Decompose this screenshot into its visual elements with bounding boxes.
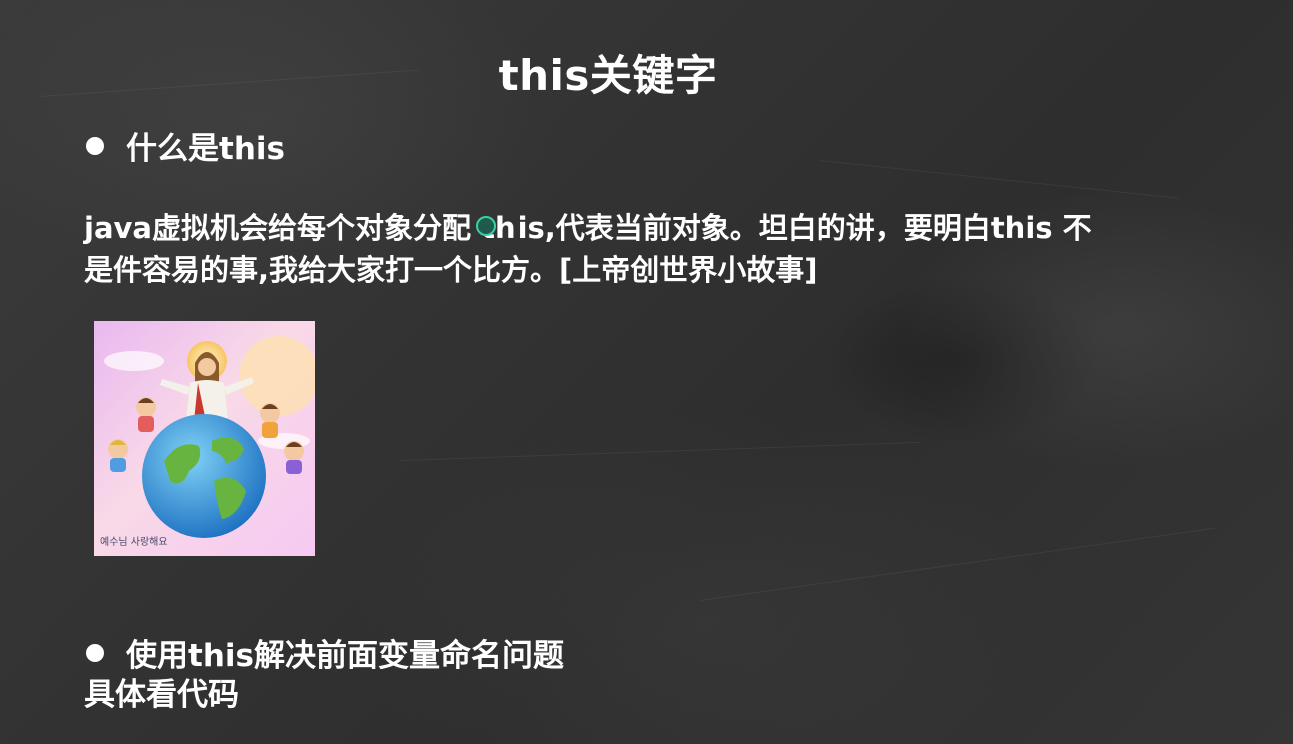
bullet-what-is-this: 什么是this bbox=[86, 123, 285, 168]
cursor-icon bbox=[475, 216, 496, 236]
bullet-label: 什么是this bbox=[126, 131, 285, 167]
see-code-note: 具体看代码 bbox=[84, 677, 239, 713]
slide-title: this关键字 bbox=[498, 51, 718, 100]
explanation-paragraph: java虚拟机会给每个对象分配 this,代表当前对象。坦白的讲，要明白this… bbox=[84, 207, 1274, 291]
chalk-streak bbox=[399, 441, 920, 461]
bullet-dot-icon bbox=[86, 643, 104, 662]
paragraph-text-part1: java虚拟机会给每个对象分配 th bbox=[84, 211, 516, 245]
chalk-streak bbox=[819, 160, 1179, 199]
paragraph-text-part2: is,代表当前对象。坦白的讲，要明白this 不 bbox=[517, 211, 1092, 245]
bullet-label: 使用this解决前面变量命名问题 bbox=[126, 638, 564, 674]
picture-caption: 예수님 사랑해요 bbox=[100, 535, 168, 548]
paragraph-text-line2: 是件容易的事,我给大家打一个比方。[上帝创世界小故事] bbox=[84, 253, 818, 287]
chalk-streak bbox=[699, 527, 1216, 601]
bullet-use-this: 使用this解决前面变量命名问题 bbox=[86, 630, 564, 675]
world-illustration: 예수님 사랑해요 bbox=[94, 321, 315, 556]
bullet-dot-icon bbox=[86, 136, 104, 155]
god-creates-world-picture: 예수님 사랑해요 bbox=[94, 321, 315, 556]
